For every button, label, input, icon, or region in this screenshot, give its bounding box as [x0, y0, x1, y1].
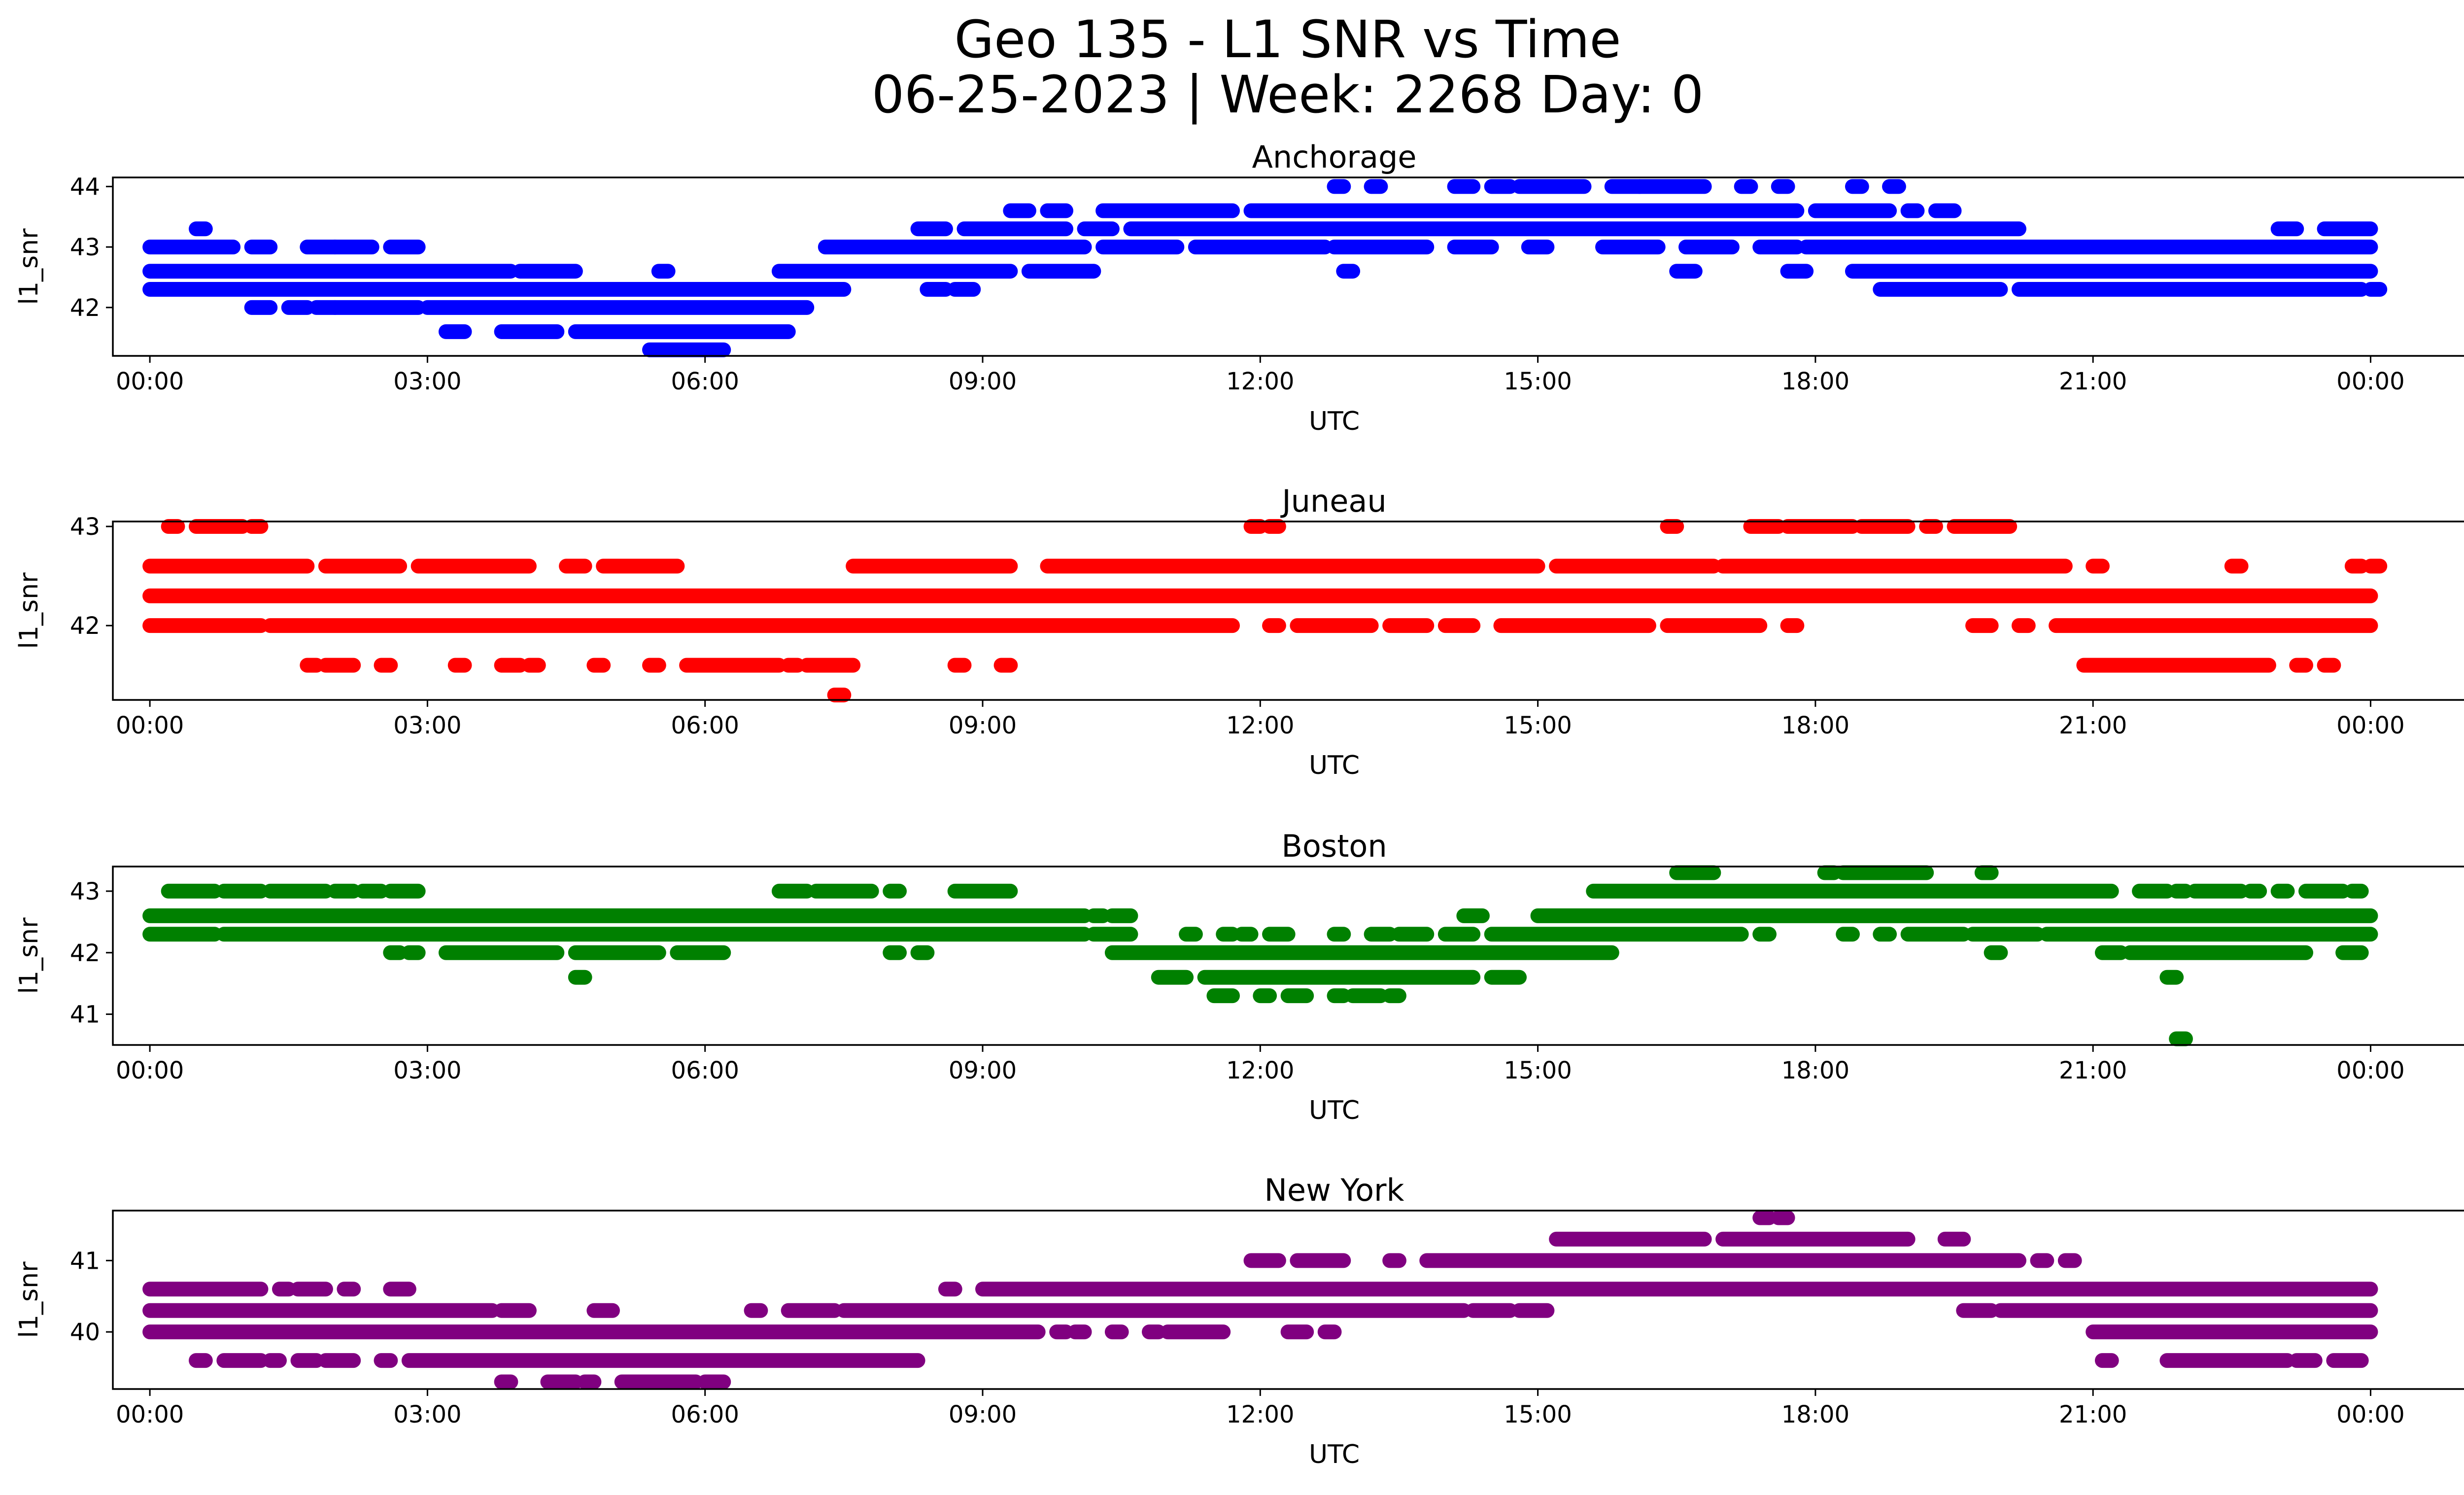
x-tick-label: 12:00 — [1226, 712, 1294, 739]
x-tick-label: 00:00 — [2336, 1401, 2404, 1428]
x-tick-label: 12:00 — [1226, 1401, 1294, 1428]
x-tick-label: 21:00 — [2059, 712, 2127, 739]
subplot-title: Boston — [1281, 828, 1387, 864]
x-tick-label: 00:00 — [2336, 368, 2404, 395]
x-tick-label: 18:00 — [1781, 1401, 1849, 1428]
figure-subtitle: 06-25-2023 | Week: 2268 Day: 0 — [871, 65, 1704, 125]
x-tick-label: 00:00 — [116, 712, 184, 739]
subplot-new-york: New York 00:00 03:00 06:00 09:00 12:00 15:00 18… — [14, 1172, 2464, 1469]
x-tick-label: 18:00 — [1781, 1057, 1849, 1084]
x-tick-label: 00:00 — [116, 1401, 184, 1428]
figure-title: Geo 135 - L1 SNR vs Time — [954, 9, 1621, 70]
x-tick-label: 18:00 — [1781, 712, 1849, 739]
x-tick-label: 15:00 — [1504, 712, 1572, 739]
x-tick-label: 00:00 — [2336, 712, 2404, 739]
x-tick-label: 00:00 — [116, 1057, 184, 1084]
x-tick-label: 12:00 — [1226, 368, 1294, 395]
x-tick-label: 21:00 — [2059, 1057, 2127, 1084]
y-axis-label: l1_snr — [14, 917, 44, 994]
y-axis-label: l1_snr — [14, 1261, 44, 1338]
y-tick-label: 43 — [70, 513, 100, 541]
x-tick-label: 06:00 — [671, 368, 739, 395]
x-tick-label: 18:00 — [1781, 368, 1849, 395]
y-tick-label: 40 — [70, 1319, 100, 1346]
subplot-juneau: Juneau 00:00 03:00 06:00 09:00 12:00 15:00 18:0… — [14, 483, 2464, 780]
scatter-series — [142, 1210, 2378, 1390]
axes-frame — [112, 866, 2464, 1046]
x-tick-label: 21:00 — [2059, 1401, 2127, 1428]
x-tick-label: 03:00 — [393, 1401, 461, 1428]
x-axis-label: UTC — [1309, 407, 1360, 436]
y-tick-label: 42 — [70, 939, 100, 967]
axes-frame — [112, 176, 2464, 357]
x-axis-label: UTC — [1309, 751, 1360, 780]
x-tick-label: 12:00 — [1226, 1057, 1294, 1084]
x-tick-label: 06:00 — [671, 712, 739, 739]
y-tick-label: 43 — [70, 234, 100, 261]
x-tick-label: 15:00 — [1504, 1401, 1572, 1428]
y-tick-label: 42 — [70, 294, 100, 322]
x-tick-label: 15:00 — [1504, 368, 1572, 395]
x-tick-label: 21:00 — [2059, 368, 2127, 395]
scatter-series — [142, 179, 2388, 357]
y-tick-label: 43 — [70, 878, 100, 905]
x-tick-label: 06:00 — [671, 1057, 739, 1084]
subplot-title: Anchorage — [1252, 139, 1416, 175]
x-tick-label: 03:00 — [393, 1057, 461, 1084]
x-tick-label: 09:00 — [949, 1057, 1017, 1084]
y-tick-label: 44 — [70, 173, 100, 201]
x-tick-label: 03:00 — [393, 368, 461, 395]
subplot-anchorage: Anchorage 00:00 03:00 06:00 09:00 12:00 15:00 1… — [14, 139, 2464, 436]
y-tick-label: 41 — [70, 1001, 100, 1029]
x-tick-label: 09:00 — [949, 368, 1017, 395]
x-tick-label: 00:00 — [2336, 1057, 2404, 1084]
x-axis-label: UTC — [1309, 1096, 1360, 1125]
x-tick-label: 09:00 — [949, 1401, 1017, 1428]
subplot-title: New York — [1265, 1172, 1404, 1208]
axes-frame — [112, 521, 2464, 701]
x-axis-label: UTC — [1309, 1440, 1360, 1469]
scatter-series — [142, 519, 2388, 702]
x-tick-label: 06:00 — [671, 1401, 739, 1428]
y-axis-label: l1_snr — [14, 572, 44, 649]
x-tick-label: 09:00 — [949, 712, 1017, 739]
scatter-series — [142, 865, 2378, 1046]
subplot-title: Juneau — [1280, 483, 1386, 519]
x-tick-label: 03:00 — [393, 712, 461, 739]
y-tick-label: 41 — [70, 1247, 100, 1275]
y-axis-label: l1_snr — [14, 228, 44, 305]
y-tick-label: 42 — [70, 612, 100, 640]
x-tick-label: 00:00 — [116, 368, 184, 395]
axes-frame — [112, 1210, 2464, 1390]
x-tick-label: 15:00 — [1504, 1057, 1572, 1084]
subplot-boston: Boston 00:00 03:00 06:00 09:00 12:00 15:00 18:0… — [14, 828, 2464, 1125]
